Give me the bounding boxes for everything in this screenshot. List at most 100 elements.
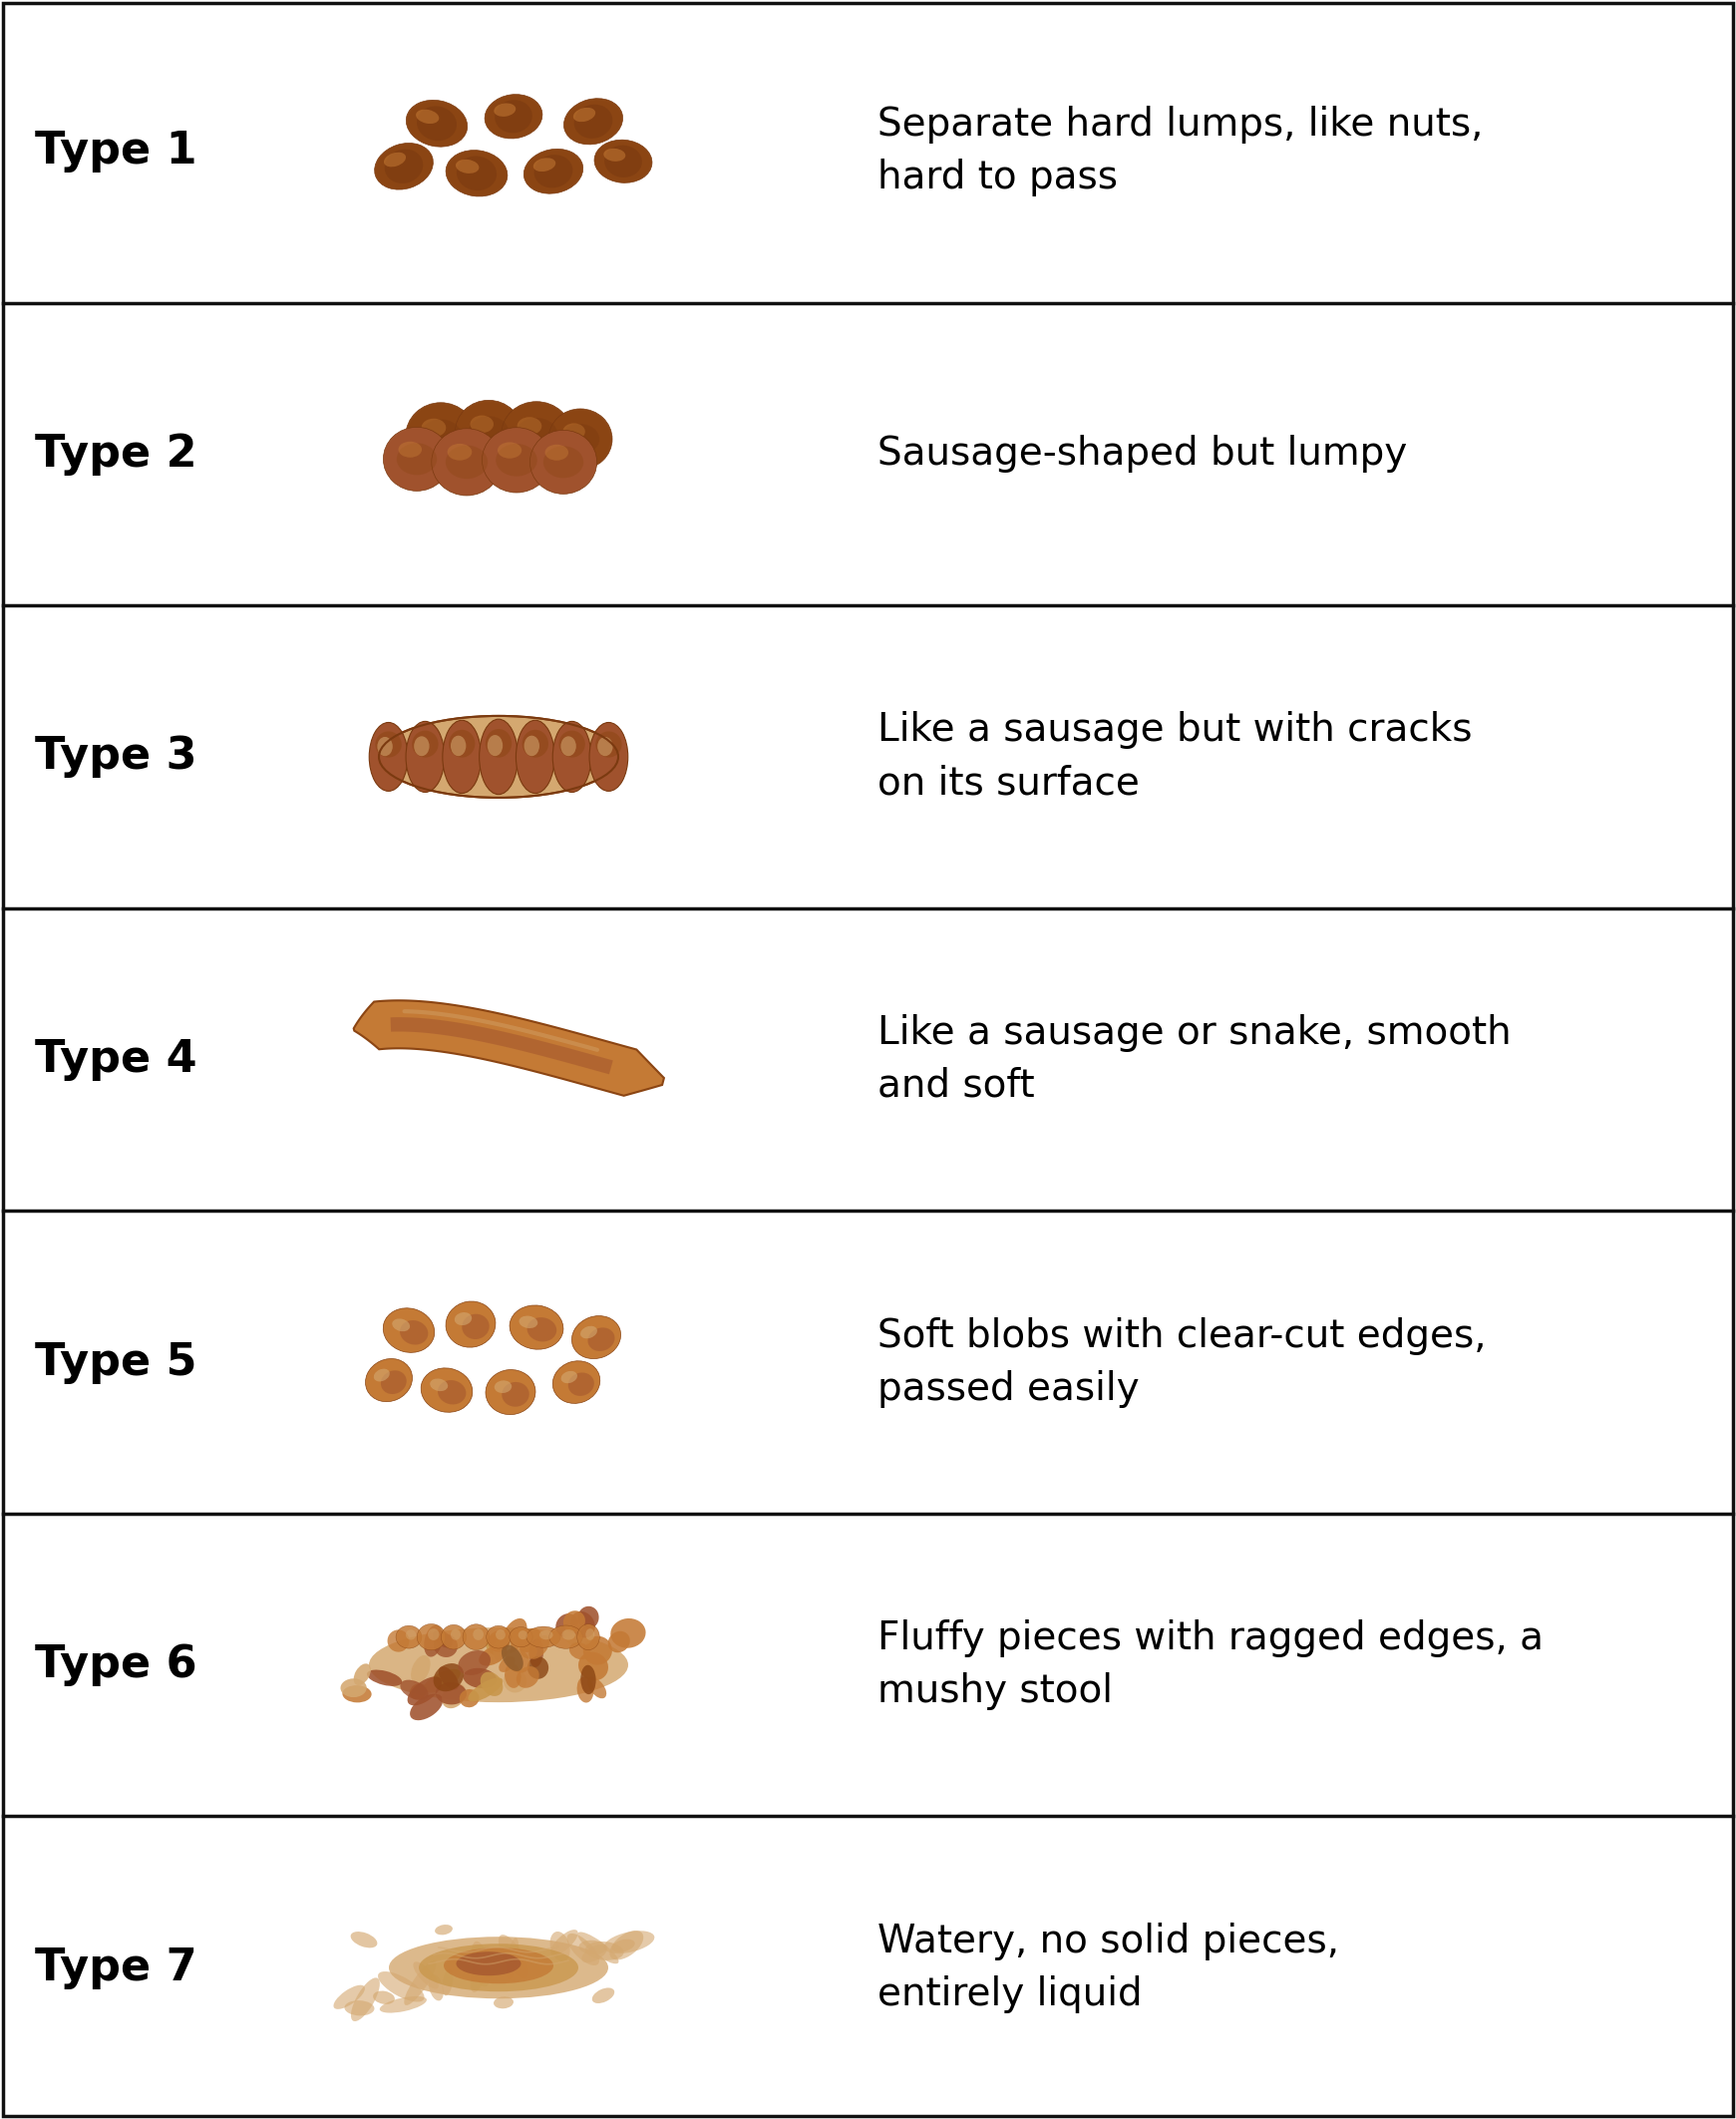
Ellipse shape: [549, 1625, 583, 1649]
Ellipse shape: [384, 428, 450, 492]
Ellipse shape: [495, 1379, 512, 1392]
Ellipse shape: [406, 100, 467, 146]
Ellipse shape: [413, 1962, 439, 1990]
Ellipse shape: [528, 1318, 557, 1341]
Ellipse shape: [585, 1630, 595, 1640]
Ellipse shape: [561, 424, 599, 453]
Ellipse shape: [516, 720, 554, 793]
Text: Type 7: Type 7: [35, 1945, 198, 1990]
Ellipse shape: [486, 1634, 512, 1657]
Ellipse shape: [580, 1326, 597, 1339]
Polygon shape: [354, 1000, 663, 1096]
Text: Soft blobs with clear-cut edges,
passed easily: Soft blobs with clear-cut edges, passed …: [877, 1316, 1486, 1407]
Ellipse shape: [496, 443, 536, 477]
Ellipse shape: [495, 100, 533, 133]
Ellipse shape: [451, 1630, 460, 1640]
Ellipse shape: [528, 1636, 550, 1659]
Ellipse shape: [568, 1933, 599, 1966]
Ellipse shape: [420, 420, 462, 453]
Ellipse shape: [595, 731, 621, 756]
Ellipse shape: [486, 729, 512, 756]
Ellipse shape: [611, 1619, 646, 1649]
Ellipse shape: [470, 1947, 490, 1992]
Ellipse shape: [446, 1301, 495, 1348]
Text: Type 2: Type 2: [35, 432, 198, 475]
Ellipse shape: [486, 1625, 510, 1649]
Ellipse shape: [408, 1676, 443, 1706]
Ellipse shape: [399, 1320, 429, 1346]
Text: Type 1: Type 1: [35, 129, 198, 174]
Text: Like a sausage but with cracks
on its surface: Like a sausage but with cracks on its su…: [877, 712, 1472, 803]
Ellipse shape: [545, 445, 568, 460]
Ellipse shape: [507, 1937, 519, 1979]
Ellipse shape: [529, 430, 597, 494]
Ellipse shape: [502, 403, 571, 466]
Ellipse shape: [384, 153, 406, 167]
Ellipse shape: [589, 1329, 615, 1352]
Ellipse shape: [604, 1930, 654, 1954]
Ellipse shape: [483, 428, 550, 492]
Ellipse shape: [509, 1627, 533, 1646]
Ellipse shape: [576, 1676, 594, 1704]
Ellipse shape: [413, 735, 429, 756]
Text: Type 4: Type 4: [35, 1038, 198, 1081]
Ellipse shape: [576, 1623, 599, 1651]
Ellipse shape: [516, 417, 557, 451]
Ellipse shape: [469, 415, 509, 447]
Ellipse shape: [524, 735, 540, 756]
Ellipse shape: [366, 1670, 403, 1687]
Ellipse shape: [562, 424, 585, 441]
Ellipse shape: [398, 443, 437, 475]
Ellipse shape: [470, 1941, 490, 1988]
Ellipse shape: [384, 1307, 434, 1352]
Ellipse shape: [528, 1657, 549, 1678]
Ellipse shape: [550, 1930, 578, 1956]
Ellipse shape: [519, 1630, 528, 1640]
Ellipse shape: [448, 729, 476, 756]
Ellipse shape: [575, 104, 613, 138]
Ellipse shape: [366, 1358, 413, 1401]
Ellipse shape: [562, 1630, 575, 1640]
Ellipse shape: [608, 1632, 630, 1653]
Ellipse shape: [424, 1625, 443, 1657]
Ellipse shape: [398, 441, 422, 458]
Ellipse shape: [424, 1670, 460, 1693]
Ellipse shape: [354, 1663, 372, 1685]
Ellipse shape: [604, 148, 625, 161]
Ellipse shape: [434, 1634, 458, 1657]
Ellipse shape: [460, 1689, 479, 1708]
Ellipse shape: [578, 1606, 599, 1630]
Text: Fluffy pieces with ragged edges, a
mushy stool: Fluffy pieces with ragged edges, a mushy…: [877, 1619, 1543, 1710]
Ellipse shape: [529, 1638, 543, 1668]
Ellipse shape: [573, 108, 595, 123]
Ellipse shape: [540, 1630, 554, 1640]
Ellipse shape: [406, 1630, 417, 1640]
Ellipse shape: [429, 1975, 444, 2000]
Ellipse shape: [432, 428, 502, 496]
Ellipse shape: [503, 1670, 526, 1693]
Ellipse shape: [448, 443, 472, 460]
Ellipse shape: [526, 1627, 561, 1649]
Ellipse shape: [569, 1642, 590, 1659]
Ellipse shape: [444, 1947, 554, 1983]
Text: Type 6: Type 6: [35, 1644, 198, 1687]
Ellipse shape: [552, 1360, 601, 1403]
Ellipse shape: [373, 1369, 389, 1382]
Ellipse shape: [469, 1678, 503, 1702]
Ellipse shape: [495, 104, 516, 117]
Ellipse shape: [583, 1636, 613, 1666]
Ellipse shape: [592, 1988, 615, 2002]
Ellipse shape: [439, 1666, 458, 1689]
Ellipse shape: [519, 1642, 536, 1659]
Ellipse shape: [488, 735, 503, 756]
Ellipse shape: [611, 1939, 635, 1952]
Ellipse shape: [432, 1630, 453, 1649]
Ellipse shape: [561, 735, 576, 756]
Ellipse shape: [370, 1627, 628, 1702]
Ellipse shape: [543, 447, 583, 479]
Ellipse shape: [589, 723, 628, 790]
Ellipse shape: [385, 148, 424, 184]
Ellipse shape: [498, 443, 523, 458]
Ellipse shape: [455, 1312, 472, 1324]
Ellipse shape: [594, 140, 653, 182]
